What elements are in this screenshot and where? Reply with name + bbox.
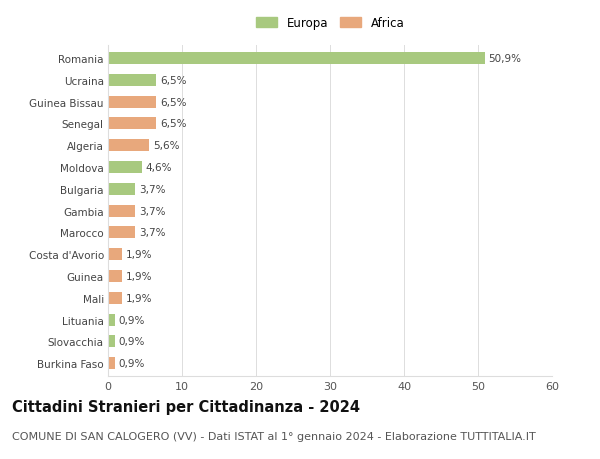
Text: 0,9%: 0,9% [118, 315, 145, 325]
Bar [108, 75, 156, 87]
Bar [108, 162, 142, 174]
Bar [108, 336, 115, 347]
Bar [108, 53, 485, 65]
Text: 4,6%: 4,6% [146, 162, 172, 173]
Text: 3,7%: 3,7% [139, 185, 166, 195]
Bar [108, 184, 136, 196]
Text: 6,5%: 6,5% [160, 97, 187, 107]
Legend: Europa, Africa: Europa, Africa [252, 13, 408, 34]
Bar [108, 227, 136, 239]
Bar [108, 96, 156, 108]
Bar [108, 314, 115, 326]
Text: 0,9%: 0,9% [118, 358, 145, 368]
Text: 1,9%: 1,9% [126, 293, 152, 303]
Text: 0,9%: 0,9% [118, 336, 145, 347]
Text: COMUNE DI SAN CALOGERO (VV) - Dati ISTAT al 1° gennaio 2024 - Elaborazione TUTTI: COMUNE DI SAN CALOGERO (VV) - Dati ISTAT… [12, 431, 536, 442]
Text: 1,9%: 1,9% [126, 271, 152, 281]
Text: 6,5%: 6,5% [160, 76, 187, 86]
Bar [108, 270, 122, 282]
Bar [108, 249, 122, 261]
Text: Cittadini Stranieri per Cittadinanza - 2024: Cittadini Stranieri per Cittadinanza - 2… [12, 399, 360, 414]
Text: 50,9%: 50,9% [488, 54, 521, 64]
Text: 3,7%: 3,7% [139, 206, 166, 216]
Text: 5,6%: 5,6% [153, 141, 179, 151]
Bar [108, 205, 136, 217]
Text: 6,5%: 6,5% [160, 119, 187, 129]
Text: 3,7%: 3,7% [139, 228, 166, 238]
Bar [108, 292, 122, 304]
Bar [108, 118, 156, 130]
Bar [108, 358, 115, 369]
Text: 1,9%: 1,9% [126, 250, 152, 260]
Bar [108, 140, 149, 152]
